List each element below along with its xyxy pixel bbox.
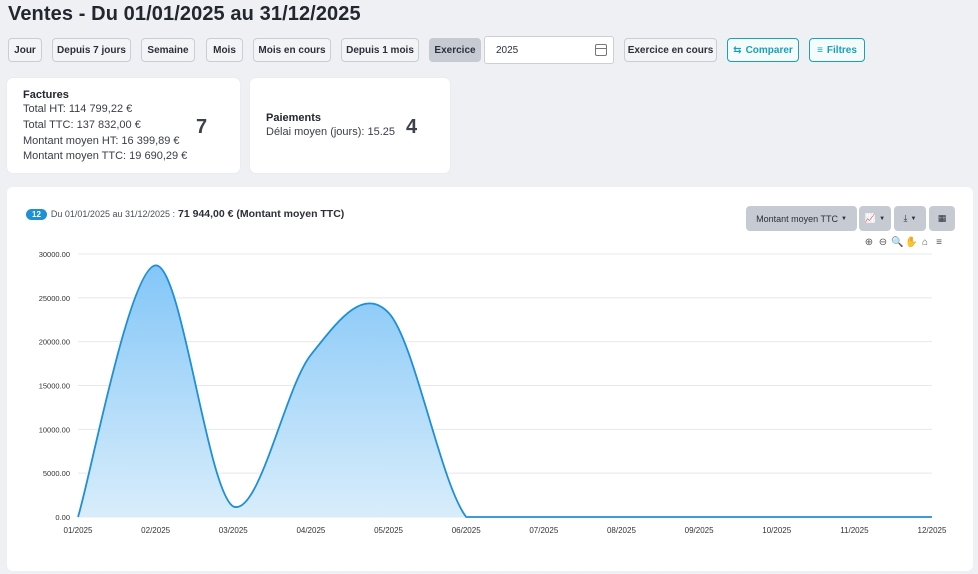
chart-type-icon: 📈 bbox=[864, 213, 877, 223]
chart-summary: 12 Du 01/01/2025 au 31/12/2025 : 71 944,… bbox=[26, 208, 344, 220]
x-tick-label: 08/2025 bbox=[607, 526, 636, 535]
home-icon[interactable]: ⌂ bbox=[921, 237, 929, 248]
period-button-mois-en-cours[interactable]: Mois en cours bbox=[253, 38, 331, 62]
y-tick-label: 30000.00 bbox=[39, 250, 70, 259]
period-button-exercice[interactable]: Exercice bbox=[429, 38, 481, 62]
pan-icon[interactable]: ✋ bbox=[905, 237, 918, 248]
period-button-7-days[interactable]: Depuis 7 jours bbox=[52, 38, 131, 62]
download-icon: ⤓ bbox=[903, 213, 908, 223]
paiements-count: 4 bbox=[406, 116, 418, 138]
y-tick-label: 15000.00 bbox=[39, 382, 70, 391]
chevron-down-icon: ▼ bbox=[910, 215, 917, 222]
area-chart: 0.00 5000.00 10000.00 15000.00 20000.00 25000… bbox=[39, 250, 947, 535]
x-tick-label: 02/2025 bbox=[141, 526, 170, 535]
magnifier-icon[interactable]: 🔍 bbox=[891, 237, 904, 248]
series-area bbox=[78, 265, 932, 517]
zoom-in-icon[interactable]: ⊕ bbox=[864, 237, 874, 248]
y-tick-label: 25000.00 bbox=[39, 294, 70, 303]
period-button-semaine[interactable]: Semaine bbox=[141, 38, 195, 62]
factures-card: Factures Total HT: 114 799,22 € Total TT… bbox=[7, 78, 240, 173]
x-tick-label: 05/2025 bbox=[374, 526, 403, 535]
x-tick-label: 03/2025 bbox=[219, 526, 248, 535]
paiements-delai: Délai moyen (jours): 15.25 bbox=[266, 126, 396, 138]
x-axis-labels: 01/2025 02/2025 03/2025 04/2025 05/2025 06/20… bbox=[64, 526, 947, 535]
factures-title: Factures bbox=[23, 89, 69, 101]
year-input[interactable]: 2025 bbox=[484, 36, 614, 64]
count-badge: 12 bbox=[26, 208, 47, 220]
page-title: Ventes - Du 01/01/2025 au 31/12/2025 bbox=[8, 3, 361, 25]
menu-icon[interactable]: ≡ bbox=[936, 237, 942, 248]
factures-total-ttc: Total TTC: 137 832,00 € bbox=[23, 119, 141, 131]
y-tick-label: 10000.00 bbox=[39, 425, 70, 434]
exercice-en-cours-button[interactable]: Exercice en cours bbox=[624, 38, 717, 62]
factures-moyen-ht: Montant moyen HT: 16 399,89 € bbox=[23, 135, 180, 147]
series-line bbox=[77, 264, 932, 518]
factures-moyen-ttc: Montant moyen TTC: 19 690,29 € bbox=[23, 150, 188, 162]
sliders-icon: ≡ bbox=[817, 44, 823, 56]
x-tick-label: 01/2025 bbox=[64, 526, 93, 535]
filters-label: Filtres bbox=[826, 44, 857, 56]
factures-count: 7 bbox=[196, 116, 208, 138]
compare-button[interactable]: ⇆ Comparer bbox=[727, 38, 799, 62]
chart-panel: 12 Du 01/01/2025 au 31/12/2025 : 71 944,… bbox=[7, 187, 973, 571]
paiements-title: Paiements bbox=[266, 112, 322, 124]
download-button[interactable]: ⤓ ▼ bbox=[894, 206, 926, 231]
summary-period: Du 01/01/2025 au 31/12/2025 : bbox=[50, 209, 176, 219]
swap-icon: ⇆ bbox=[733, 44, 742, 56]
calendar-icon[interactable] bbox=[595, 44, 607, 56]
chart-grid bbox=[78, 253, 932, 518]
paiements-card: Paiements Délai moyen (jours): 15.25 4 bbox=[250, 78, 450, 173]
x-tick-label: 12/2025 bbox=[918, 526, 947, 535]
zoom-out-icon[interactable]: ⊖ bbox=[878, 237, 888, 248]
x-tick-label: 09/2025 bbox=[685, 526, 714, 535]
chevron-down-icon: ▼ bbox=[879, 215, 886, 222]
x-tick-label: 10/2025 bbox=[762, 526, 791, 535]
chevron-down-icon: ▼ bbox=[840, 215, 847, 222]
x-tick-label: 11/2025 bbox=[840, 526, 869, 535]
y-axis-labels: 0.00 5000.00 10000.00 15000.00 20000.00 25000… bbox=[39, 250, 70, 522]
y-tick-label: 0.00 bbox=[55, 513, 70, 522]
chart-type-button[interactable]: 📈 ▼ bbox=[859, 206, 891, 231]
y-tick-label: 5000.00 bbox=[43, 469, 70, 478]
x-tick-label: 07/2025 bbox=[529, 526, 558, 535]
x-tick-label: 06/2025 bbox=[452, 526, 481, 535]
y-tick-label: 20000.00 bbox=[39, 338, 70, 347]
period-button-jour[interactable]: Jour bbox=[8, 38, 42, 62]
metric-select[interactable]: Montant moyen TTC ▼ bbox=[746, 206, 857, 231]
table-icon: ▦ bbox=[937, 213, 947, 223]
zoom-toolbar: ⊕ ⊖ 🔍 ✋ ⌂ ≡ bbox=[863, 237, 945, 248]
factures-total-ht: Total HT: 114 799,22 € bbox=[23, 103, 133, 115]
metric-select-label: Montant moyen TTC bbox=[756, 213, 838, 224]
compare-label: Comparer bbox=[745, 44, 793, 56]
table-view-button[interactable]: ▦ bbox=[929, 206, 955, 231]
summary-amount: 71 944,00 € (Montant moyen TTC) bbox=[178, 208, 345, 220]
x-tick-label: 04/2025 bbox=[296, 526, 325, 535]
period-button-mois[interactable]: Mois bbox=[206, 38, 243, 62]
period-button-depuis-1-mois[interactable]: Depuis 1 mois bbox=[341, 38, 419, 62]
filters-button[interactable]: ≡ Filtres bbox=[809, 38, 865, 62]
year-value: 2025 bbox=[496, 44, 519, 56]
